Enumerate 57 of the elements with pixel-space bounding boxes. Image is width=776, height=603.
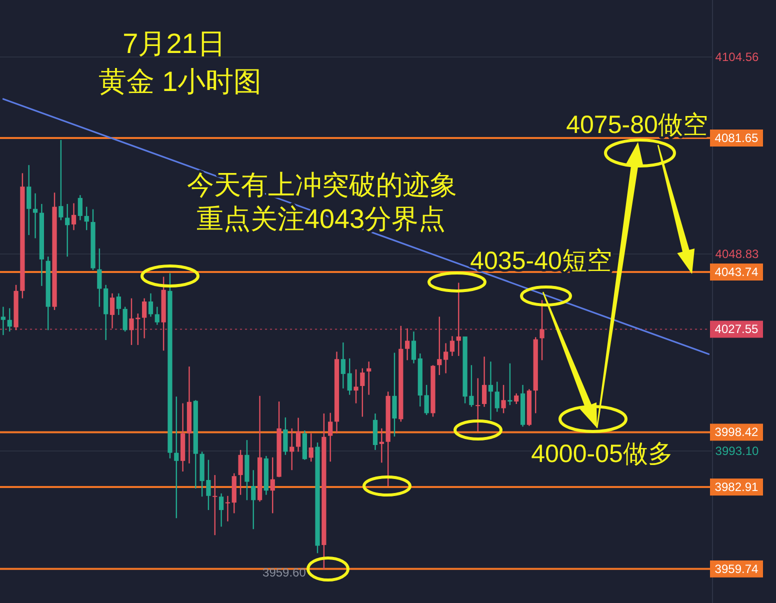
- candlestick: [508, 362, 512, 406]
- text: 7月21日: [122, 28, 226, 59]
- candlestick: [78, 194, 82, 221]
- candlestick: [84, 206, 89, 231]
- candlestick: [71, 202, 76, 231]
- candlestick: [7, 308, 12, 332]
- candlestick: [218, 492, 224, 528]
- candlestick: [411, 330, 416, 364]
- ref-line-label: 3982.91: [714, 480, 759, 494]
- ref-line-label: 3959.74: [714, 562, 759, 576]
- candlestick: [494, 381, 500, 412]
- candlestick: [476, 378, 480, 432]
- text: 黄金 1小时图: [98, 66, 262, 97]
- candlestick: [354, 368, 358, 404]
- candlestick: [174, 396, 179, 519]
- candlestick: [212, 474, 218, 536]
- candlestick: [501, 384, 506, 414]
- ref-line-label: 3998.42: [714, 425, 759, 440]
- candlestick: [360, 368, 365, 418]
- candlestick: [32, 192, 38, 239]
- candlestick: [251, 470, 256, 530]
- candlestick: [116, 292, 121, 316]
- annotation: 4075-80做空: [566, 111, 708, 139]
- candlestick: [450, 336, 455, 357]
- candlestick: [283, 416, 288, 456]
- candlestick: [328, 412, 333, 462]
- candlestick: [514, 392, 519, 405]
- candlestick: [340, 342, 346, 390]
- candlestick: [392, 352, 397, 438]
- candlestick: [366, 360, 372, 396]
- annotation: 4000-05做多: [531, 440, 673, 468]
- candlestick: [347, 358, 352, 396]
- candlestick: [225, 495, 230, 522]
- candlestick: [97, 248, 102, 308]
- annotation: 4035-40短空: [470, 247, 612, 275]
- candlestick: [26, 164, 32, 236]
- y-tick-label: 3993.10: [715, 444, 760, 458]
- candlestick: [154, 306, 160, 326]
- candlestick: [488, 360, 494, 421]
- candlestick: [65, 203, 70, 258]
- candlestick: [482, 356, 487, 408]
- y-tick-label: 4048.83: [715, 247, 760, 262]
- candlestick: [122, 306, 128, 332]
- ref-line-label: 4043.74: [714, 265, 759, 280]
- candlestick: [308, 432, 314, 462]
- candlestick: [58, 139, 64, 221]
- candlestick: [296, 417, 301, 452]
- candlestick: [148, 292, 154, 318]
- ref-line-label: 4081.65: [714, 131, 759, 146]
- candlestick: [270, 456, 275, 514]
- annotation: 3959.60: [262, 565, 306, 580]
- y-tick-label: 4104.56: [715, 50, 760, 64]
- candlestick: [238, 449, 243, 496]
- candlestick: [0, 306, 6, 336]
- candlestick: [443, 342, 448, 374]
- ref-line-label: 4027.55: [714, 322, 759, 336]
- candlestick: [379, 428, 384, 464]
